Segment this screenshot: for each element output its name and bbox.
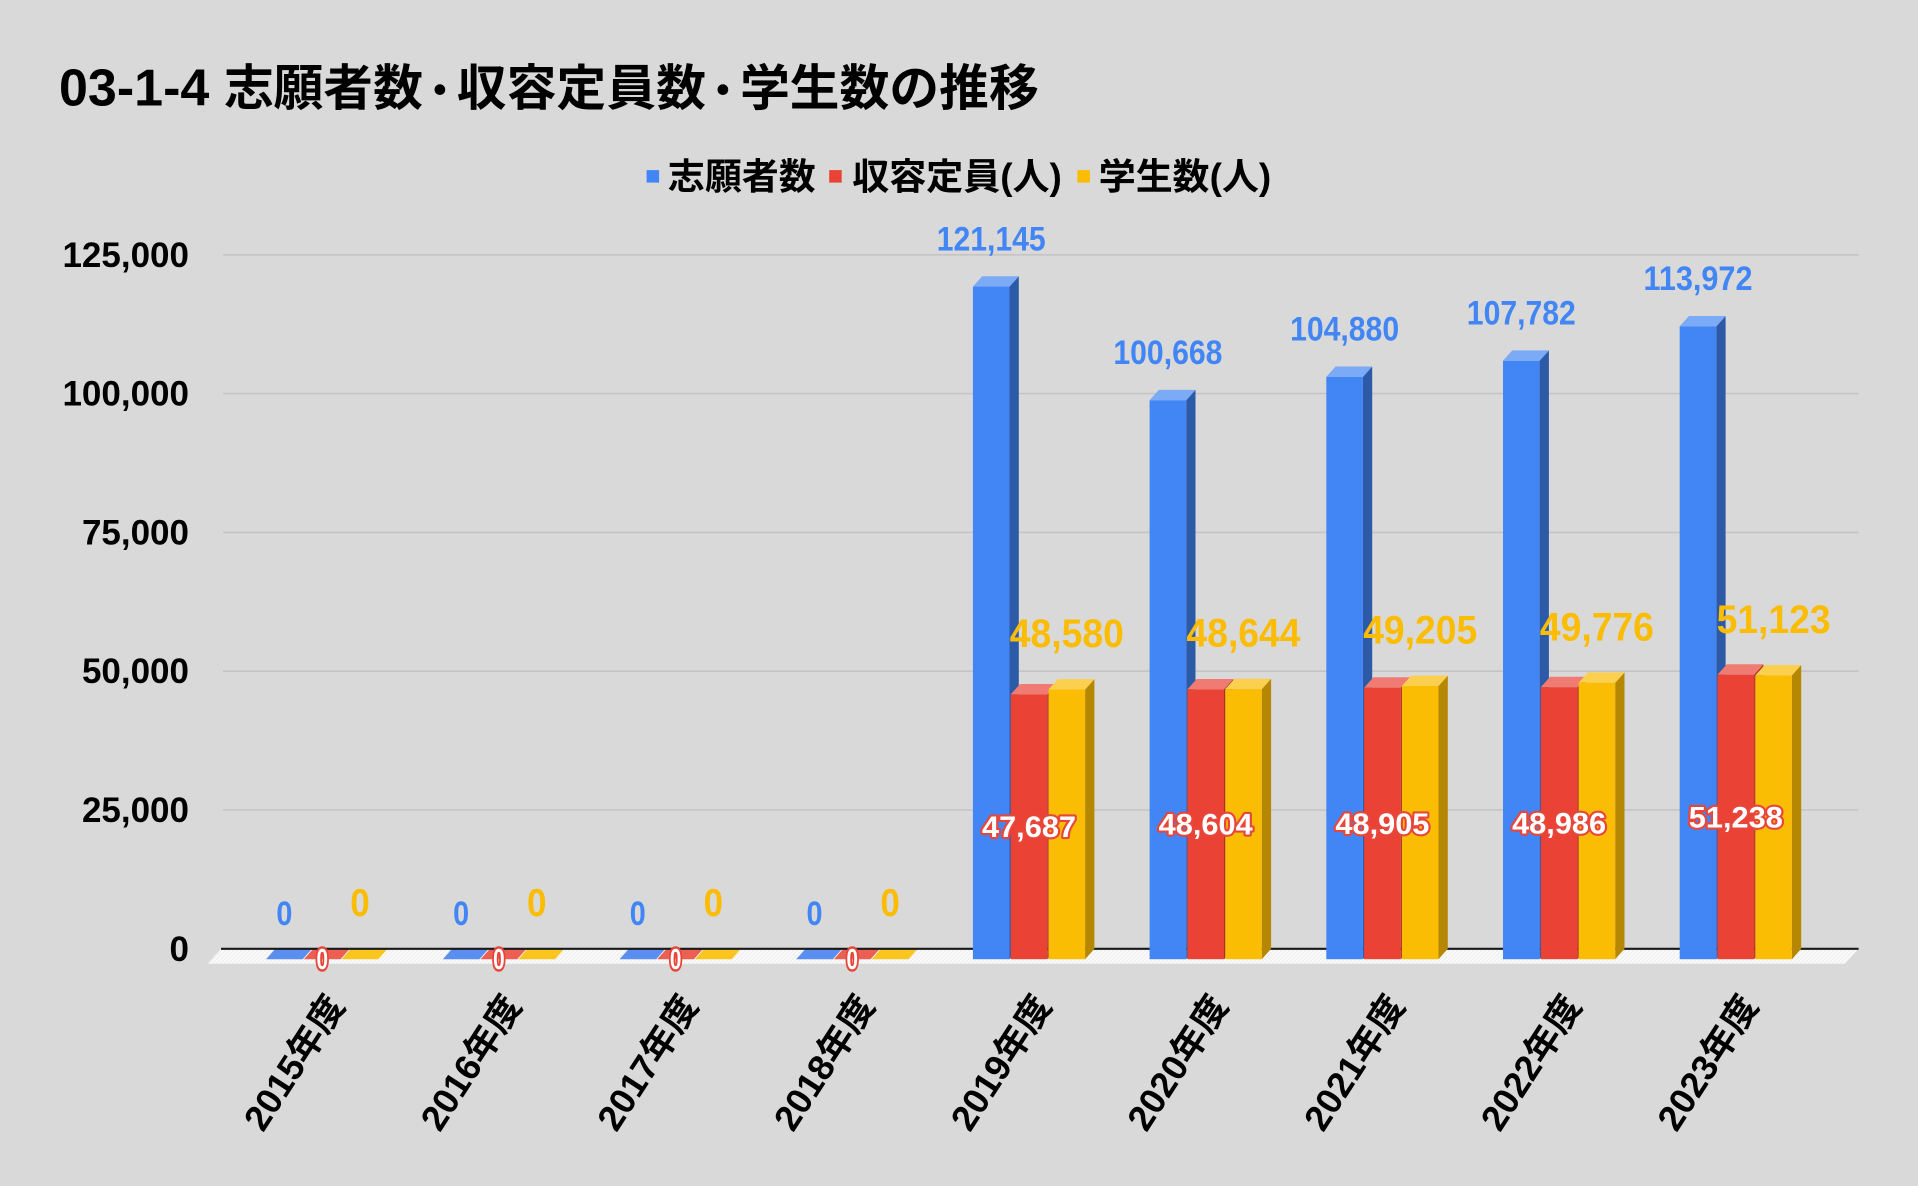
svg-text:121,145: 121,145 [937, 220, 1046, 258]
svg-text:2021年度: 2021年度 [1289, 983, 1415, 1139]
svg-text:0: 0 [316, 944, 328, 976]
svg-text:0: 0 [350, 882, 370, 925]
svg-text:25,000: 25,000 [82, 791, 189, 830]
svg-text:48,644: 48,644 [1187, 612, 1301, 656]
svg-text:100,000: 100,000 [62, 375, 189, 414]
svg-text:51,123: 51,123 [1717, 598, 1831, 642]
svg-text:49,205: 49,205 [1363, 609, 1477, 653]
svg-text:75,000: 75,000 [82, 513, 189, 552]
svg-text:学生数(人): 学生数(人) [1099, 147, 1272, 201]
svg-text:104,880: 104,880 [1290, 311, 1399, 349]
svg-text:0: 0 [847, 944, 859, 976]
svg-text:2019年度: 2019年度 [936, 983, 1062, 1139]
svg-text:2023年度: 2023年度 [1642, 983, 1768, 1139]
svg-text:収容定員(人): 収容定員(人) [852, 147, 1062, 201]
svg-text:0: 0 [880, 882, 900, 925]
svg-text:0: 0 [493, 944, 505, 976]
svg-text:志願者数: 志願者数 [668, 147, 816, 201]
svg-text:48,580: 48,580 [1010, 612, 1124, 656]
svg-text:48,604: 48,604 [1159, 809, 1254, 842]
svg-text:0: 0 [807, 895, 823, 933]
svg-text:0: 0 [704, 882, 724, 925]
svg-text:2018年度: 2018年度 [759, 983, 885, 1139]
svg-text:2022年度: 2022年度 [1466, 983, 1592, 1139]
svg-text:0: 0 [276, 895, 292, 933]
svg-text:2017年度: 2017年度 [582, 983, 708, 1139]
svg-text:48,986: 48,986 [1512, 808, 1606, 841]
svg-text:50,000: 50,000 [82, 652, 189, 691]
svg-text:113,972: 113,972 [1644, 260, 1753, 298]
svg-text:0: 0 [453, 895, 469, 933]
svg-text:03-1-4 志願者数・収容定員数・学生数の推移: 03-1-4 志願者数・収容定員数・学生数の推移 [59, 49, 1039, 121]
svg-text:107,782: 107,782 [1467, 295, 1576, 333]
svg-text:0: 0 [170, 930, 189, 969]
svg-text:100,668: 100,668 [1113, 334, 1222, 372]
svg-text:0: 0 [670, 944, 682, 976]
svg-text:125,000: 125,000 [62, 236, 189, 275]
svg-text:2015年度: 2015年度 [229, 983, 355, 1139]
svg-text:51,238: 51,238 [1689, 801, 1783, 834]
svg-text:2020年度: 2020年度 [1112, 983, 1238, 1139]
svg-text:48,905: 48,905 [1335, 808, 1429, 841]
svg-text:49,776: 49,776 [1540, 605, 1654, 649]
svg-text:2016年度: 2016年度 [405, 983, 531, 1139]
svg-text:47,687: 47,687 [982, 811, 1076, 844]
svg-text:0: 0 [527, 882, 547, 925]
svg-text:0: 0 [630, 895, 646, 933]
